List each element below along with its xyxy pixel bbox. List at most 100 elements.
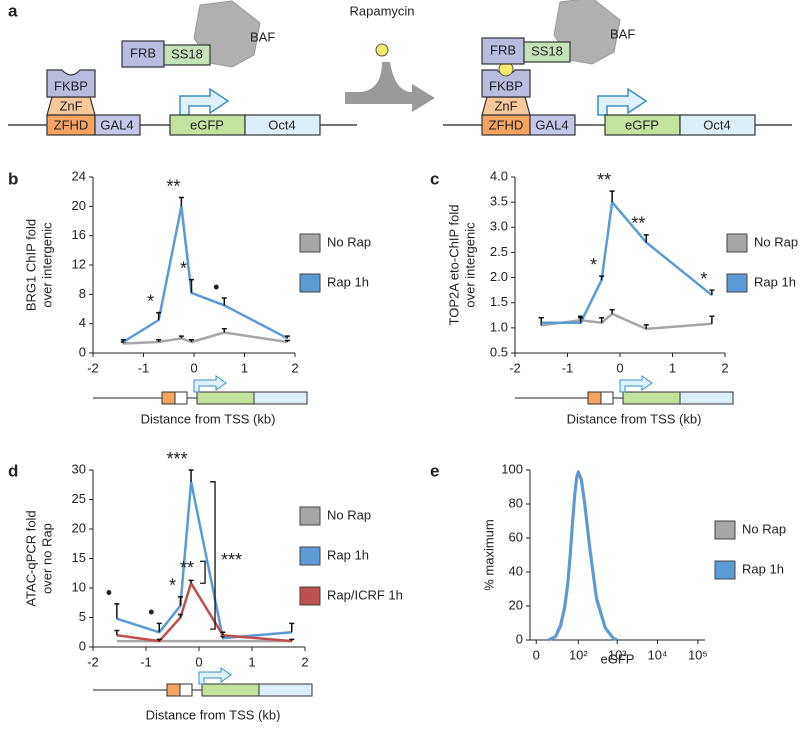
- znf-label: ZnF: [59, 98, 82, 113]
- drug-label: Rapamycin: [349, 3, 414, 18]
- error-bar: [156, 311, 162, 320]
- y-axis-label: over intergenic: [39, 222, 54, 308]
- y-tick-label: 8: [79, 286, 86, 301]
- y-tick-label: 4: [79, 315, 86, 330]
- gene-oct4: [253, 391, 308, 405]
- y-tick-label: 15: [72, 550, 86, 565]
- legend-label: No Rap: [754, 234, 798, 249]
- y-axis-label: over intergenic: [462, 222, 477, 308]
- series-line: [541, 312, 712, 331]
- series-line: [122, 205, 288, 344]
- y-tick-label: 2.5: [490, 244, 508, 259]
- legend-label: Rap 1h: [327, 274, 369, 289]
- legend-label: No Rap: [327, 507, 371, 522]
- y-axis-label: over no Rap: [39, 523, 54, 594]
- x-tick-label: 0: [616, 360, 623, 375]
- x-tick-label: 2: [721, 360, 728, 375]
- ss18-label: SS18: [531, 43, 563, 58]
- fkbp-shape: [46, 69, 96, 98]
- gene-zfhd: [166, 683, 181, 697]
- error-bar: [220, 631, 226, 636]
- x-tick-label: 2: [291, 360, 298, 375]
- oct4-box: [244, 114, 321, 136]
- error-bar: [120, 339, 126, 342]
- error-bar: [599, 275, 605, 281]
- tss-arrow: [597, 87, 648, 116]
- significance-label: ***: [167, 449, 188, 469]
- significance-label: **: [166, 176, 180, 196]
- y-tick-label: 5: [79, 609, 86, 624]
- legend-swatch: [299, 506, 321, 526]
- legend-label: Rap 1h: [754, 274, 796, 289]
- legend-label: Rap/ICRF 1h: [327, 587, 403, 602]
- ss18-box: [523, 41, 571, 63]
- error-bar: [221, 297, 227, 306]
- significance-label: •: [213, 277, 219, 297]
- error-bar: [289, 622, 295, 633]
- bracket-label: ***: [221, 550, 242, 570]
- legend-swatch: [299, 273, 321, 293]
- ss18-label: SS18: [171, 46, 203, 61]
- gene-gal4: [179, 683, 193, 697]
- oct4-label: Oct4: [703, 117, 730, 132]
- x-tick-label: 1: [248, 654, 255, 669]
- x-tick-label: 0: [195, 654, 202, 669]
- x-tick-label: 10⁴: [647, 647, 667, 662]
- x-axis-label: eGFP: [601, 651, 635, 666]
- frb-box: [121, 40, 165, 68]
- gene-egfp: [196, 391, 255, 405]
- reaction-arrow: [345, 62, 435, 112]
- y-tick-label: 0: [516, 631, 523, 646]
- gene-oct4: [679, 391, 734, 405]
- panel-label: e: [430, 461, 439, 480]
- x-tick-label: 10²: [569, 647, 588, 662]
- x-tick-label: -1: [140, 654, 152, 669]
- significance-label: *: [169, 576, 176, 596]
- legend-label: Rap 1h: [327, 547, 369, 562]
- x-tick-label: -2: [87, 654, 99, 669]
- bracket-label: **: [180, 558, 194, 578]
- error-bar: [177, 613, 183, 618]
- y-tick-label: 4.0: [490, 168, 508, 183]
- error-bar: [609, 190, 615, 203]
- y-tick-label: 2.0: [490, 269, 508, 284]
- y-tick-label: 0.5: [490, 344, 508, 359]
- gene-oct4: [258, 683, 313, 697]
- legend-swatch: [726, 233, 748, 253]
- panel-label: d: [8, 461, 18, 480]
- legend-swatch: [299, 546, 321, 566]
- error-bar: [114, 603, 120, 619]
- legend-swatch: [299, 586, 321, 606]
- y-tick-label: 1.5: [490, 294, 508, 309]
- oct4-label: Oct4: [268, 117, 295, 132]
- gal4-box: [94, 114, 141, 136]
- gene-egfp: [201, 683, 260, 697]
- y-tick-label: 20: [72, 520, 86, 535]
- significance-label: •: [148, 602, 154, 622]
- error-bar: [178, 196, 184, 207]
- rapamycin-icon: [375, 43, 389, 57]
- error-bar: [178, 335, 184, 339]
- y-tick-label: 25: [72, 491, 86, 506]
- error-bar: [221, 328, 227, 333]
- y-tick-label: 60: [509, 529, 523, 544]
- y-tick-label: 0: [79, 638, 86, 653]
- y-tick-label: 100: [501, 461, 523, 476]
- gal4-box: [529, 114, 576, 136]
- x-tick-label: 0: [190, 360, 197, 375]
- significance-label: *: [590, 255, 597, 275]
- y-tick-label: 10: [72, 579, 86, 594]
- error-bar: [156, 339, 162, 342]
- legend-label: Rap 1h: [742, 561, 784, 576]
- significance-label: *: [147, 291, 154, 311]
- znf-label: ZnF: [494, 98, 517, 113]
- x-tick-label: 10³: [608, 647, 627, 662]
- panel-label: b: [8, 169, 18, 188]
- x-tick-label: -2: [509, 360, 521, 375]
- error-bar: [643, 234, 649, 243]
- error-bar: [599, 317, 605, 323]
- gene-tss-arrow: [198, 667, 232, 685]
- significance-label: *: [180, 258, 187, 278]
- panel-label: a: [8, 1, 18, 20]
